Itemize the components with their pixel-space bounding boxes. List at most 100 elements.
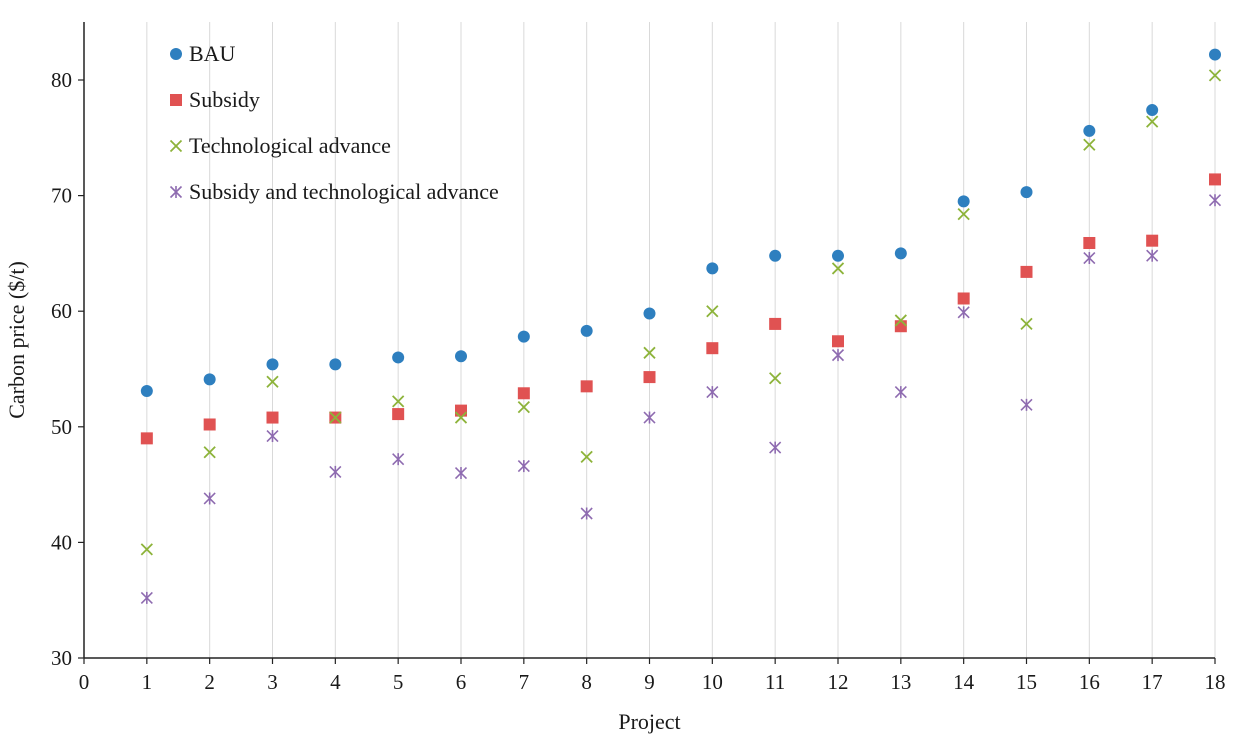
- legend: BAU Subsidy Technological advance Subsidy a…: [169, 41, 499, 204]
- data-point-subsidy-3: [266, 411, 279, 424]
- legend-item: Subsidy: [170, 87, 260, 112]
- data-point-subsidy-and-technological-advance-8: [580, 507, 593, 520]
- data-point-technological-advance-2: [203, 446, 216, 459]
- data-point-technological-advance-9: [643, 346, 656, 359]
- data-point-technological-advance-8: [580, 450, 593, 463]
- data-point-bau-7: [517, 330, 530, 343]
- x-tick-label: 13: [890, 670, 911, 694]
- x-tick-label: 12: [828, 670, 849, 694]
- y-tick-label: 60: [51, 299, 72, 323]
- data-point-technological-advance-6: [454, 411, 468, 424]
- data-point-subsidy-and-technological-advance-7: [517, 460, 530, 473]
- data-point-technological-advance-7: [517, 401, 530, 414]
- x-tick-label: 17: [1142, 670, 1163, 694]
- data-point-bau-12: [832, 249, 844, 262]
- x-axis-title: Project: [618, 709, 680, 734]
- x-tick-label: 1: [142, 670, 153, 694]
- data-point-subsidy-9: [643, 371, 656, 384]
- y-tick-label: 70: [51, 184, 72, 208]
- y-tick-label: 40: [51, 530, 72, 554]
- data-point-subsidy-10: [706, 342, 719, 355]
- data-point-bau-10: [706, 262, 719, 275]
- data-point-subsidy-6: [455, 404, 467, 417]
- data-point-bau-16: [1083, 124, 1096, 137]
- data-point-subsidy-and-technological-advance-10: [706, 386, 719, 399]
- data-point-subsidy-and-technological-advance-2: [203, 492, 216, 505]
- legend-label: BAU: [189, 41, 236, 66]
- data-point-subsidy-15: [1020, 265, 1033, 278]
- data-point-subsidy-and-technological-advance-9: [643, 411, 656, 424]
- data-point-subsidy-and-technological-advance-18: [1208, 194, 1222, 207]
- data-point-subsidy-8: [580, 380, 593, 393]
- data-point-technological-advance-17: [1146, 115, 1159, 128]
- data-point-technological-advance-4: [329, 411, 342, 424]
- data-point-bau-11: [769, 249, 782, 262]
- x-tick-label: 6: [456, 670, 467, 694]
- x-tick-label: 8: [581, 670, 592, 694]
- data-point-technological-advance-3: [266, 375, 279, 388]
- data-point-bau-5: [392, 351, 405, 364]
- data-point-technological-advance-15: [1020, 317, 1033, 331]
- x-tick-label: 16: [1079, 670, 1100, 694]
- data-point-technological-advance-14: [957, 207, 970, 221]
- data-point-subsidy-and-technological-advance-15: [1020, 398, 1033, 411]
- data-point-subsidy-and-technological-advance-6: [454, 466, 468, 480]
- data-point-subsidy-13: [894, 320, 907, 333]
- data-point-subsidy-and-technological-advance-17: [1146, 249, 1159, 262]
- data-point-subsidy-and-technological-advance-4: [329, 465, 342, 478]
- data-point-subsidy-1: [140, 432, 153, 445]
- x-tick-label: 15: [1016, 670, 1037, 694]
- x-tick-label: 14: [953, 670, 975, 694]
- data-point-subsidy-11: [769, 317, 782, 330]
- data-point-subsidy-and-technological-advance-1: [140, 591, 153, 604]
- x-tick-label: 5: [393, 670, 404, 694]
- legend-marker: [169, 139, 183, 153]
- legend-label: Technological advance: [189, 133, 391, 158]
- y-tick-label: 50: [51, 415, 72, 439]
- x-tick-label: 18: [1205, 670, 1226, 694]
- data-point-subsidy-2: [203, 418, 216, 431]
- legend-marker: [169, 185, 183, 199]
- legend-item: Technological advance: [169, 133, 391, 158]
- y-axis-title: Carbon price ($/t): [4, 261, 29, 419]
- data-point-technological-advance-1: [140, 543, 153, 556]
- data-point-subsidy-7: [517, 387, 530, 400]
- x-tick-label: 4: [330, 670, 341, 694]
- data-point-technological-advance-11: [769, 372, 782, 385]
- data-point-technological-advance-13: [894, 314, 907, 327]
- data-point-subsidy-17: [1146, 234, 1159, 247]
- x-tick-label: 3: [267, 670, 278, 694]
- data-point-subsidy-and-technological-advance-11: [769, 441, 782, 454]
- data-point-technological-advance-12: [831, 262, 845, 275]
- data-point-subsidy-12: [832, 335, 844, 348]
- data-point-bau-13: [894, 247, 907, 260]
- data-point-subsidy-and-technological-advance-5: [392, 453, 405, 466]
- legend-marker: [170, 48, 182, 60]
- x-tick-label: 11: [765, 670, 785, 694]
- data-point-bau-9: [643, 307, 656, 320]
- x-tick-label: 9: [644, 670, 655, 694]
- data-markers: [140, 48, 1222, 604]
- data-point-bau-4: [329, 358, 342, 371]
- data-point-bau-17: [1146, 104, 1159, 117]
- y-tick-label: 80: [51, 68, 72, 92]
- data-point-bau-18: [1209, 48, 1221, 61]
- x-tick-label: 7: [519, 670, 530, 694]
- legend-item: BAU: [170, 41, 236, 66]
- data-point-subsidy-5: [392, 408, 405, 421]
- legend-label: Subsidy: [189, 87, 260, 112]
- data-point-subsidy-and-technological-advance-13: [894, 386, 907, 399]
- data-point-subsidy-and-technological-advance-14: [957, 306, 970, 319]
- data-point-technological-advance-16: [1083, 138, 1096, 151]
- data-point-bau-14: [957, 195, 970, 208]
- data-point-subsidy-and-technological-advance-16: [1083, 251, 1096, 265]
- x-tick-label: 2: [204, 670, 215, 694]
- data-point-subsidy-and-technological-advance-3: [266, 429, 279, 443]
- data-point-subsidy-18: [1209, 173, 1221, 186]
- x-tick-label: 10: [702, 670, 723, 694]
- legend-marker: [170, 94, 182, 106]
- y-tick-label: 30: [51, 646, 72, 670]
